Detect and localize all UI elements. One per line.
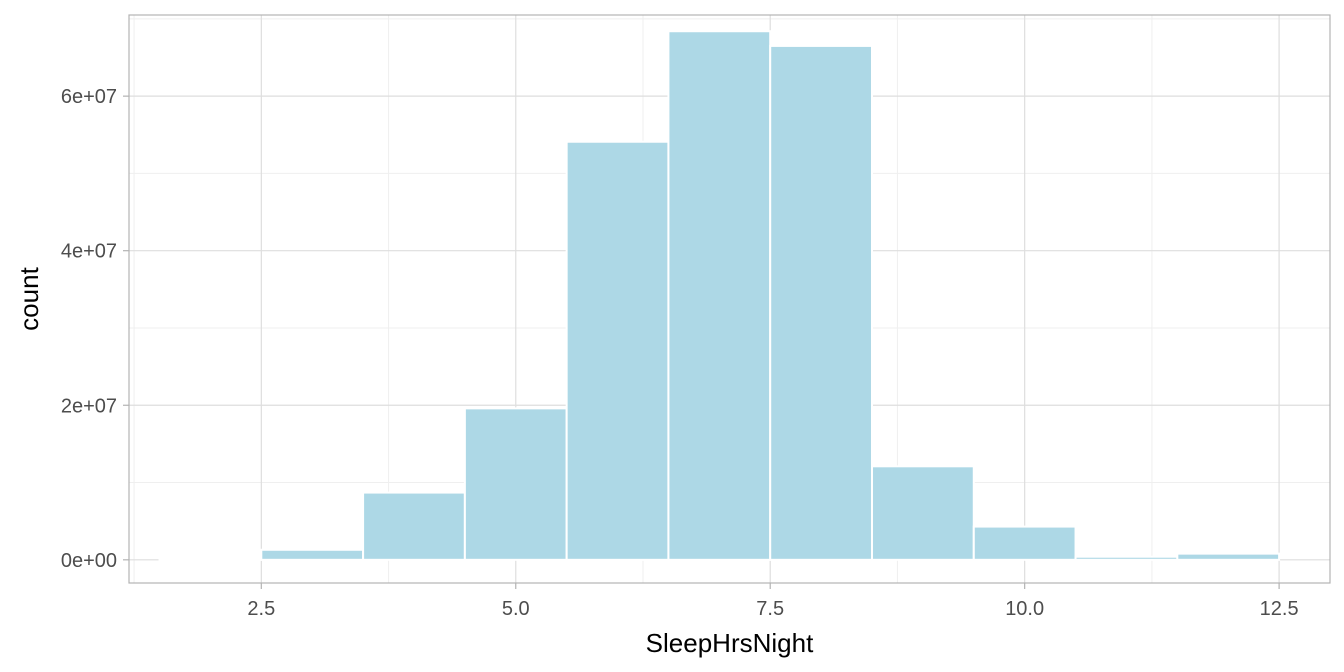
histogram-bar-11: [1074, 555, 1179, 561]
histogram-bars: [158, 30, 1281, 561]
axes: 2.5 5.0 7.5 10.0 12.5 0e+00 2e+07 4e+07 6e+07: [61, 86, 1299, 620]
y-tick-label: 0e+00: [61, 550, 117, 572]
histogram-bar-3: [260, 548, 365, 561]
histogram-bar-12: [1176, 552, 1281, 561]
y-axis-title: count: [14, 266, 44, 330]
x-axis-title: SleepHrsNight: [646, 628, 814, 658]
x-tick-label: 2.5: [247, 598, 275, 620]
histogram-bar-8: [769, 44, 873, 561]
histogram-bar-5: [463, 407, 568, 561]
y-tick-label: 4e+07: [61, 241, 117, 263]
histogram-bar-2: [158, 558, 263, 561]
x-tick-label: 5.0: [502, 598, 530, 620]
histogram-bar-7: [667, 30, 772, 561]
x-tick-label: 12.5: [1260, 598, 1299, 620]
histogram-bar-6: [565, 140, 670, 561]
y-tick-label: 6e+07: [61, 86, 117, 108]
panel-border: [128, 14, 1331, 584]
x-tick-label: 10.0: [1005, 598, 1044, 620]
histogram-bar-9: [870, 465, 975, 561]
histogram-bar-10: [972, 525, 1077, 561]
y-tick-label: 2e+07: [61, 395, 117, 417]
x-tick-label: 7.5: [756, 598, 784, 620]
histogram-bar-4: [362, 491, 466, 561]
